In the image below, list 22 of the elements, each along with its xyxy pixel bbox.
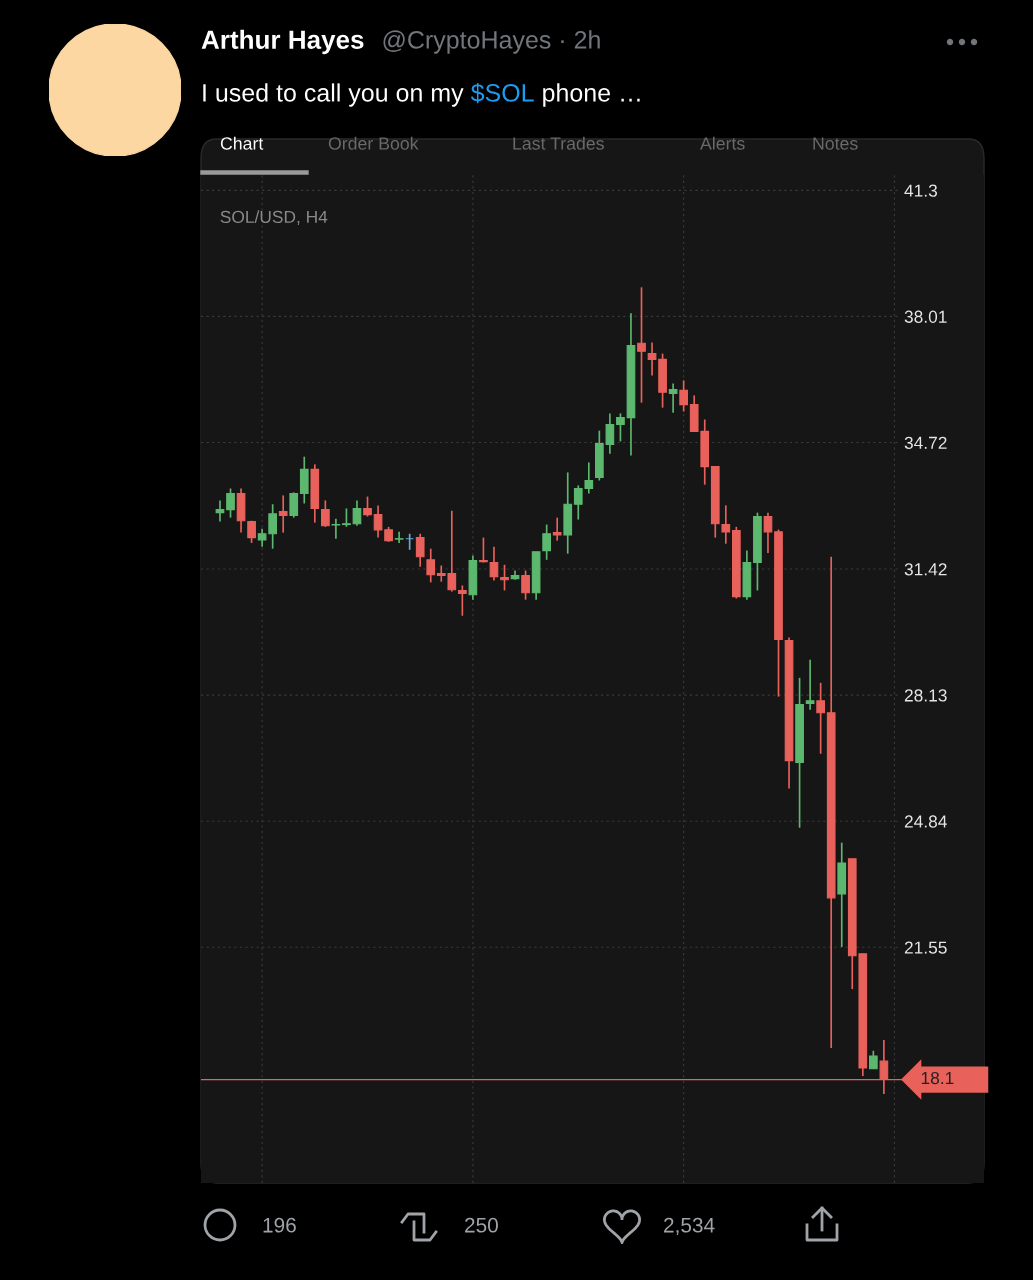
text: SOL/USD, H4 xyxy=(220,210,328,226)
text: @CryptoHayes · 2h xyxy=(383,30,600,54)
y-tick-label: 41.3 xyxy=(904,184,938,197)
text: Alerts xyxy=(700,136,745,150)
y-tick-label: 28.13 xyxy=(904,689,947,702)
y-tick-label: 34.72 xyxy=(904,436,947,449)
text: Last Trades xyxy=(513,136,604,150)
text: phone … xyxy=(543,83,640,107)
text: I used to call you on my xyxy=(203,83,464,107)
text: Arthur Hayes xyxy=(201,29,364,55)
y-tick-label: 24.84 xyxy=(904,815,947,828)
text: Order Book xyxy=(328,136,419,150)
text: $SOL xyxy=(470,82,534,104)
text: 2,534 xyxy=(664,1217,715,1236)
y-tick-label: 38.01 xyxy=(904,310,947,323)
text: Notes xyxy=(813,137,858,150)
text: 196 xyxy=(263,1217,296,1233)
y-tick-label: 31.42 xyxy=(904,563,947,576)
text: Chart xyxy=(220,136,264,150)
text: 250 xyxy=(465,1217,498,1233)
y-tick-label: 21.55 xyxy=(904,941,947,954)
ref-line-label: 18.1 xyxy=(921,1071,954,1085)
